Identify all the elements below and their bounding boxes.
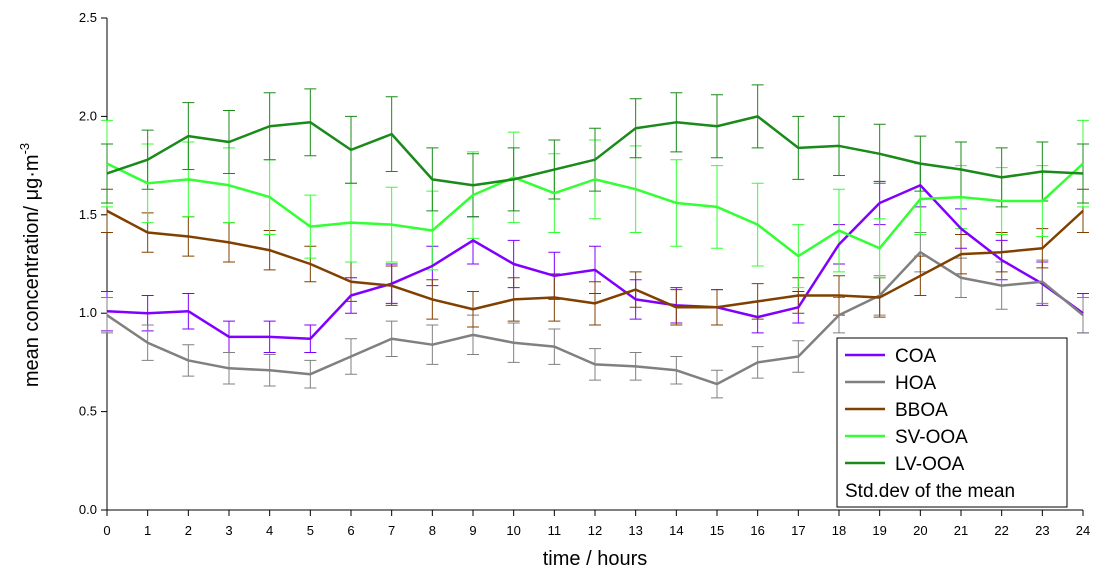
y-tick-label: 2.5 — [79, 10, 97, 25]
y-tick-label: 2.0 — [79, 108, 97, 123]
x-tick-label: 18 — [832, 523, 846, 538]
x-tick-label: 13 — [628, 523, 642, 538]
x-tick-label: 12 — [588, 523, 602, 538]
y-axis-label: mean concentration/ μg·m-3 — [17, 143, 43, 387]
x-tick-label: 16 — [750, 523, 764, 538]
x-tick-label: 20 — [913, 523, 927, 538]
x-tick-label: 9 — [469, 523, 476, 538]
y-tick-label: 0.5 — [79, 404, 97, 419]
x-tick-label: 14 — [669, 523, 683, 538]
legend-label: BBOA — [895, 400, 948, 421]
x-tick-label: 0 — [103, 523, 110, 538]
legend-label: SV-OOA — [895, 427, 968, 448]
x-tick-label: 1 — [144, 523, 151, 538]
x-tick-label: 6 — [347, 523, 354, 538]
x-tick-label: 2 — [185, 523, 192, 538]
x-tick-label: 23 — [1035, 523, 1049, 538]
x-axis-label: time / hours — [543, 548, 647, 570]
legend-note: Std.dev of the mean — [845, 481, 1015, 502]
series-line — [106, 115, 1084, 187]
y-tick-label: 1.5 — [79, 207, 97, 222]
x-tick-label: 3 — [225, 523, 232, 538]
x-tick-label: 15 — [710, 523, 724, 538]
x-tick-label: 7 — [388, 523, 395, 538]
legend-box — [836, 337, 1068, 508]
y-tick-label: 1.0 — [79, 305, 97, 320]
x-tick-label: 11 — [548, 523, 562, 538]
x-tick-label: 19 — [872, 523, 886, 538]
x-tick-label: 21 — [954, 523, 968, 538]
series-line — [106, 250, 1084, 386]
legend-label: HOA — [895, 373, 937, 394]
y-tick-label: 0.0 — [79, 502, 97, 517]
y-axis-label-main: mean concentration/ μg·m — [21, 154, 43, 387]
y-axis-label-superscript: -3 — [17, 143, 32, 155]
x-tick-label: 17 — [791, 523, 805, 538]
series-line — [106, 162, 1084, 258]
x-tick-label: 22 — [994, 523, 1008, 538]
series-line — [106, 209, 1084, 311]
x-tick-label: 24 — [1076, 523, 1090, 538]
series-line — [106, 184, 1084, 341]
x-tick-label: 10 — [506, 523, 520, 538]
x-tick-label: 8 — [429, 523, 436, 538]
x-tick-label: 4 — [266, 523, 273, 538]
x-tick-label: 5 — [307, 523, 314, 538]
legend-label: COA — [895, 346, 937, 367]
legend-label: LV-OOA — [895, 454, 965, 475]
